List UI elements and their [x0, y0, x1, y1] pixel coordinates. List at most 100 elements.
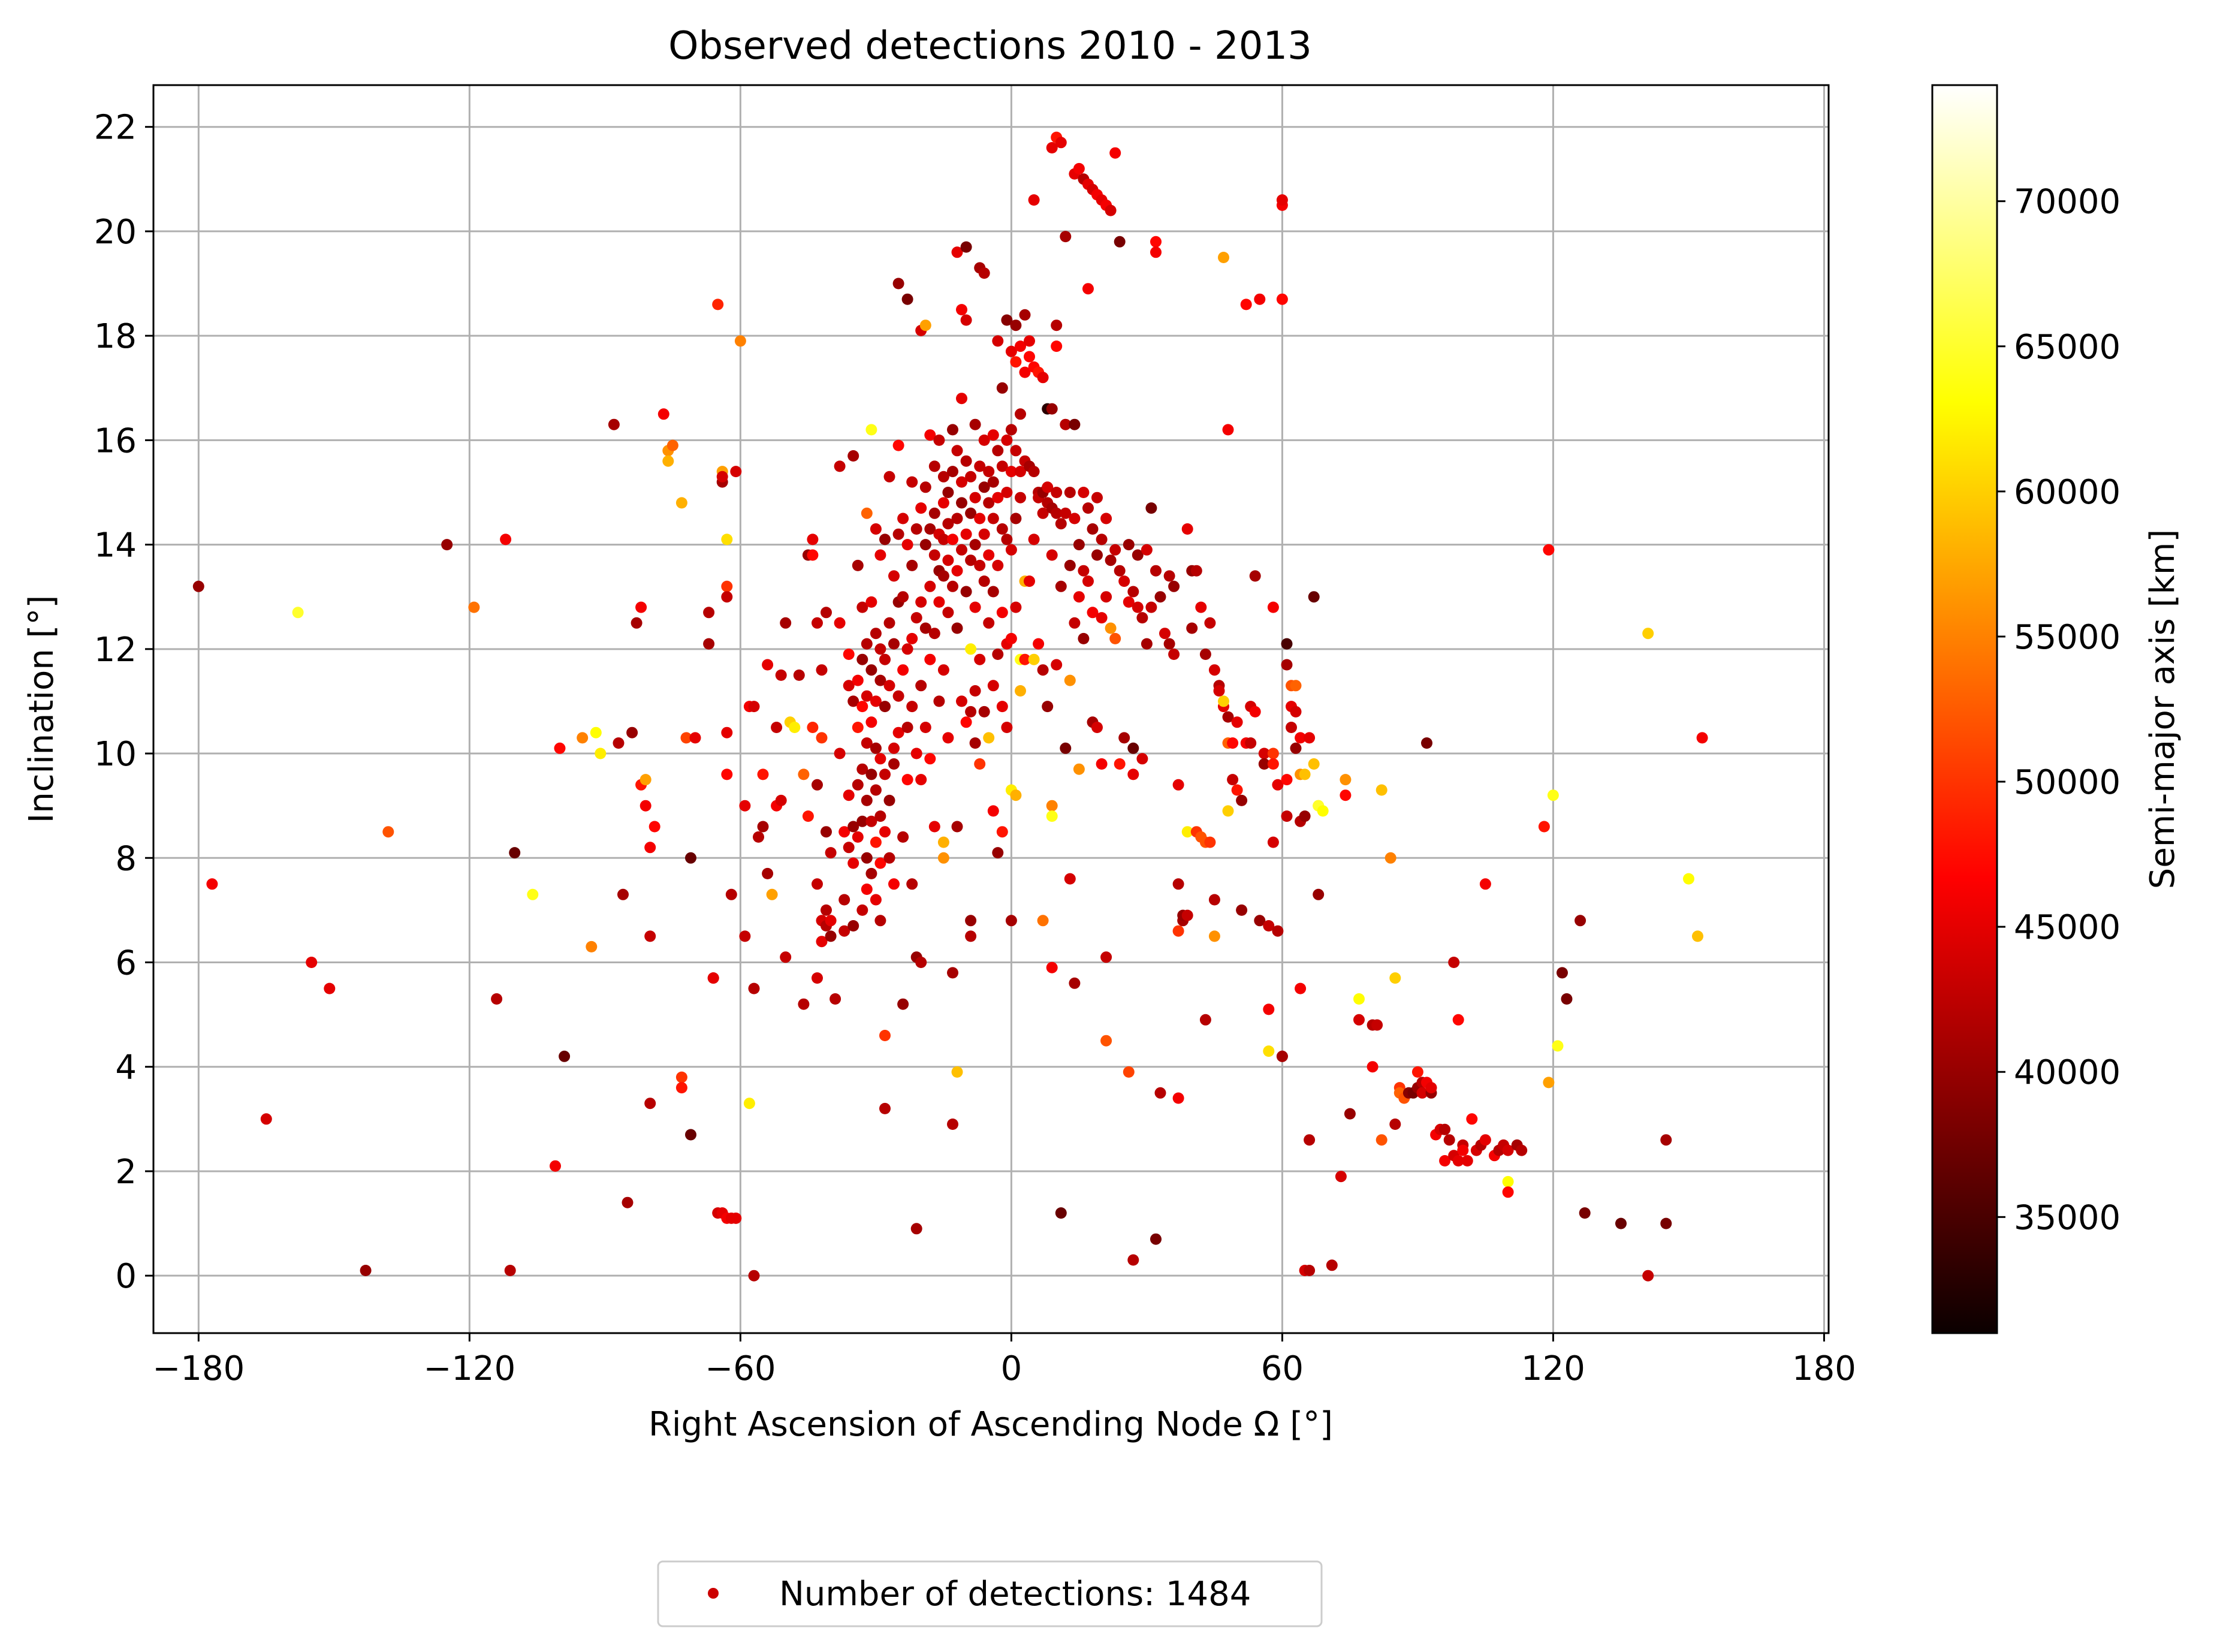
- data-point: [919, 622, 931, 634]
- y-tick-label: 4: [115, 1048, 137, 1087]
- data-point: [1064, 873, 1076, 885]
- colorbar: [1931, 84, 1998, 1334]
- data-point: [1015, 492, 1026, 504]
- data-point: [951, 1066, 963, 1078]
- data-point: [716, 471, 728, 483]
- data-point: [1060, 418, 1072, 430]
- data-point: [1150, 1233, 1162, 1245]
- data-point: [743, 1098, 755, 1110]
- data-point: [1132, 549, 1144, 561]
- data-point: [996, 607, 1008, 619]
- data-point: [865, 867, 877, 879]
- data-point: [915, 680, 927, 692]
- data-point: [965, 507, 977, 519]
- data-point: [924, 753, 936, 765]
- data-point: [825, 930, 837, 942]
- data-point: [1276, 1050, 1288, 1062]
- data-point: [1082, 575, 1094, 587]
- data-point: [1010, 445, 1022, 457]
- data-point: [798, 998, 810, 1010]
- data-point: [987, 513, 999, 524]
- data-point: [1263, 920, 1275, 931]
- data-point: [1127, 1254, 1139, 1266]
- data-point: [978, 528, 990, 540]
- data-point: [874, 857, 886, 869]
- data-point: [1557, 967, 1568, 979]
- data-point: [1019, 653, 1031, 665]
- data-point: [879, 653, 891, 665]
- data-point: [675, 1082, 687, 1094]
- data-point: [1263, 1045, 1275, 1057]
- data-point: [793, 669, 805, 681]
- data-point: [843, 680, 855, 692]
- data-point: [1100, 513, 1112, 524]
- scatter-points: [192, 131, 1708, 1282]
- data-point: [870, 523, 882, 535]
- data-point: [324, 982, 336, 994]
- y-tick-label: 16: [94, 421, 137, 460]
- data-point: [689, 732, 701, 744]
- data-point: [292, 607, 304, 619]
- data-point: [1181, 909, 1193, 921]
- data-point: [1078, 632, 1090, 644]
- data-point: [812, 972, 823, 984]
- data-point: [441, 539, 453, 551]
- data-point: [206, 878, 218, 890]
- data-point: [1109, 632, 1121, 644]
- data-point: [924, 580, 936, 592]
- data-point: [888, 638, 900, 650]
- colorbar-label: Semi-major axis [km]: [2143, 529, 2182, 890]
- data-point: [901, 293, 913, 305]
- data-point: [897, 831, 909, 843]
- data-point: [1272, 925, 1284, 937]
- data-point: [888, 742, 900, 754]
- data-point: [951, 821, 963, 833]
- data-point: [1208, 894, 1220, 906]
- data-point: [978, 706, 990, 718]
- data-point: [1046, 549, 1058, 561]
- data-point: [1227, 737, 1239, 749]
- data-point: [901, 722, 913, 733]
- data-point: [1353, 1014, 1365, 1026]
- data-point: [987, 586, 999, 598]
- data-point: [1127, 768, 1139, 780]
- data-point: [1010, 356, 1022, 368]
- data-point: [974, 460, 986, 472]
- data-point: [937, 570, 949, 582]
- data-point: [1384, 852, 1396, 864]
- data-point: [1073, 539, 1085, 551]
- data-point: [956, 695, 967, 707]
- data-point: [852, 779, 864, 791]
- data-point: [807, 722, 819, 733]
- data-point: [1304, 732, 1316, 744]
- data-point: [965, 930, 977, 942]
- data-point: [1001, 533, 1013, 545]
- data-point: [1082, 502, 1094, 514]
- data-point: [856, 815, 868, 827]
- data-point: [969, 492, 981, 504]
- data-point: [865, 768, 877, 780]
- data-point: [1340, 789, 1352, 801]
- data-point: [838, 826, 850, 838]
- data-point: [1642, 628, 1654, 640]
- data-point: [865, 716, 877, 728]
- data-point: [951, 246, 963, 258]
- data-point: [960, 314, 972, 326]
- data-point: [1168, 580, 1180, 592]
- data-point: [1010, 601, 1022, 613]
- data-point: [1051, 340, 1063, 352]
- data-point: [847, 821, 859, 833]
- data-point: [1692, 930, 1703, 942]
- data-point: [762, 659, 774, 671]
- y-tick-label: 14: [94, 526, 137, 565]
- data-point: [712, 299, 724, 310]
- data-point: [816, 936, 828, 948]
- data-point: [1024, 575, 1035, 587]
- data-point: [1069, 977, 1081, 989]
- data-point: [757, 768, 769, 780]
- data-point: [812, 779, 823, 791]
- data-point: [1150, 236, 1162, 248]
- data-point: [306, 957, 318, 968]
- data-point: [748, 982, 760, 994]
- data-point: [1051, 487, 1063, 498]
